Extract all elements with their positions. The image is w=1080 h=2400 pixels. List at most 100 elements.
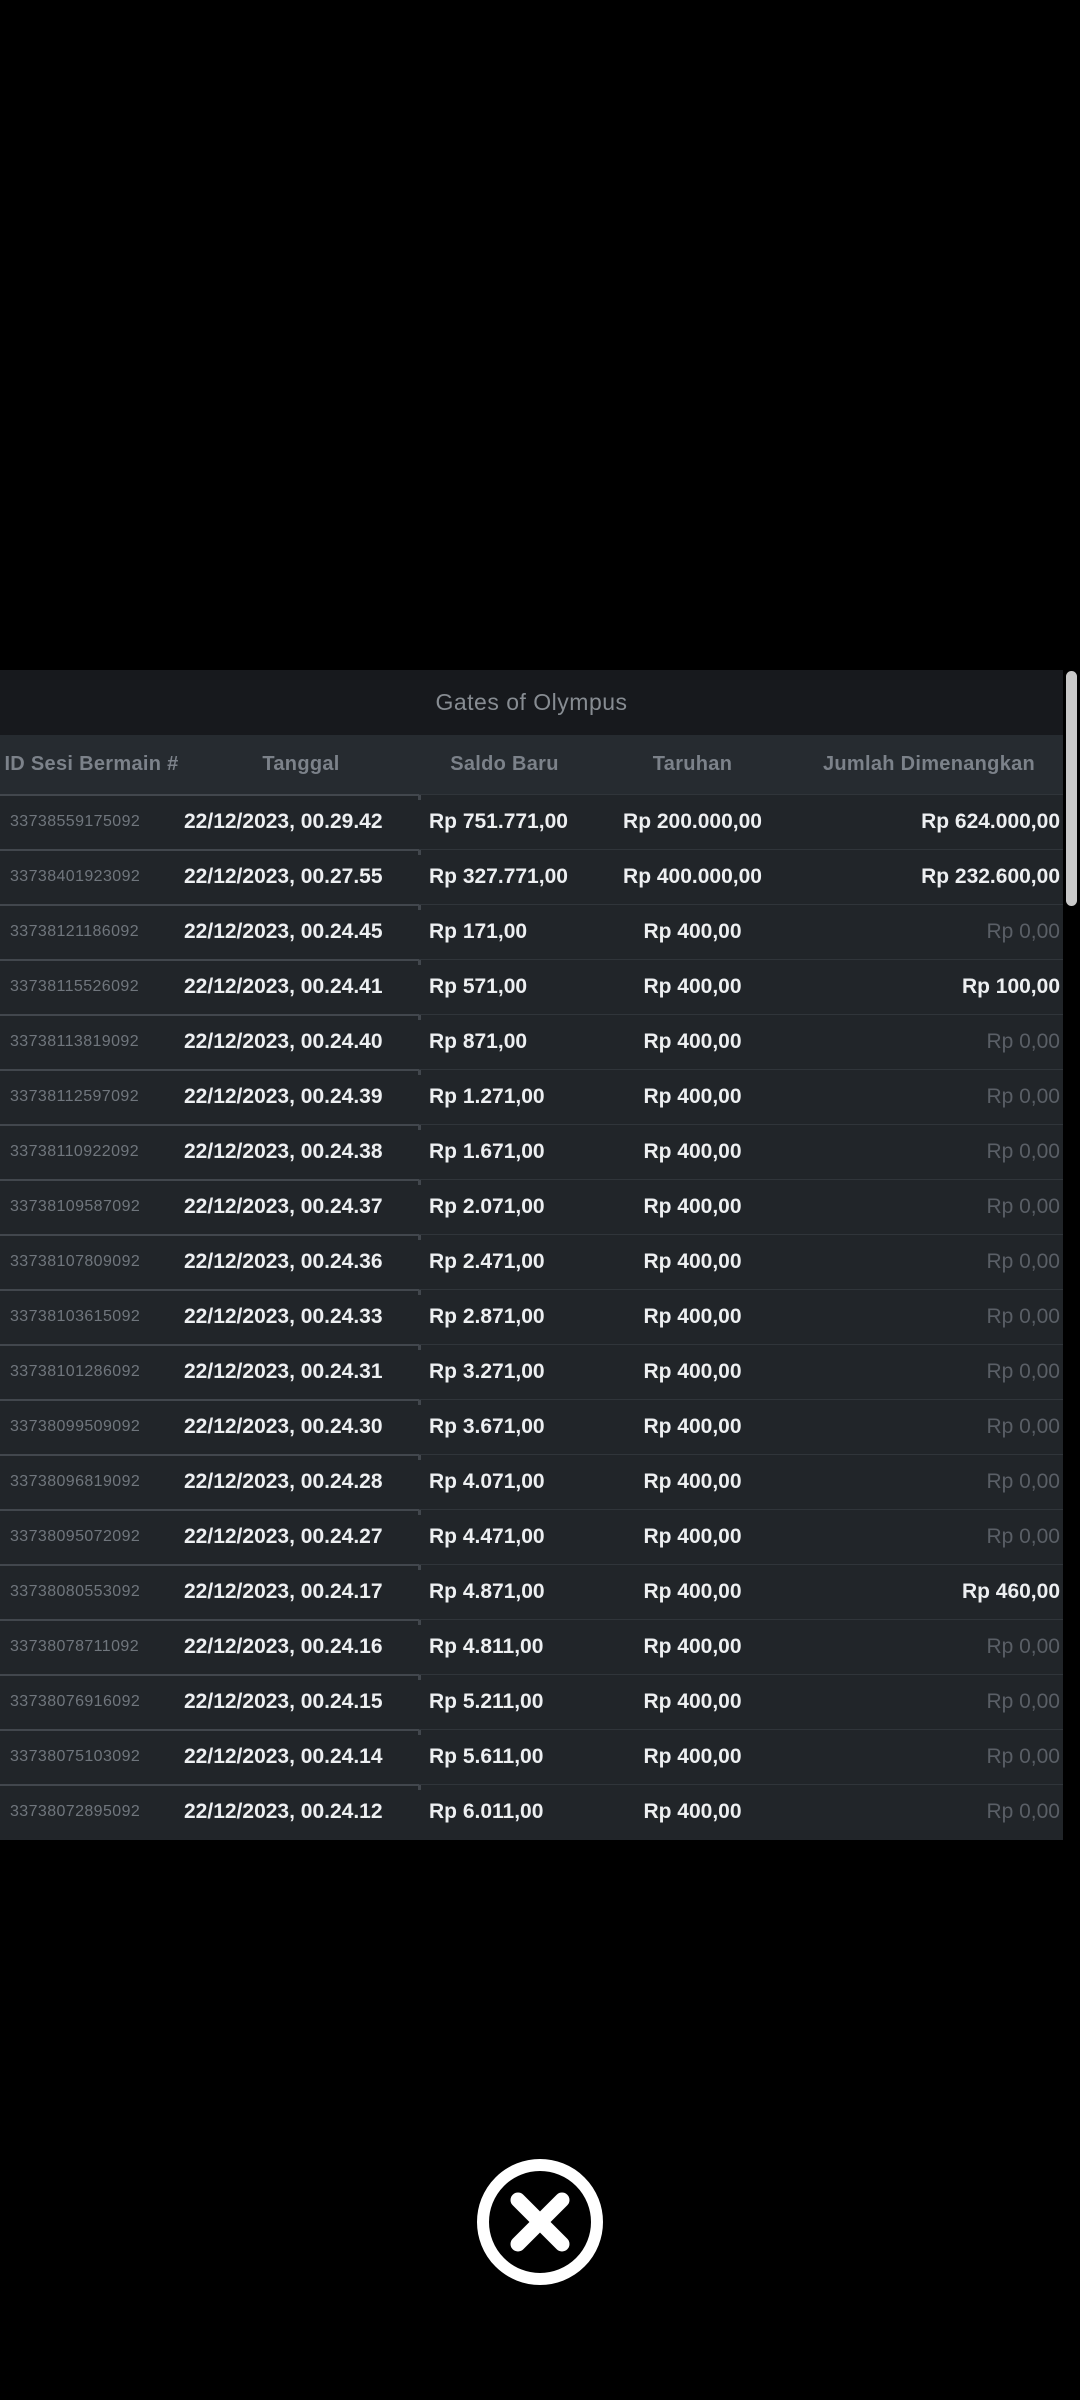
column-header-session-id: ID Sesi Bermain # <box>4 753 179 775</box>
date-cell: 22/12/2023, 00.24.15 <box>184 1689 383 1713</box>
date-cell: 22/12/2023, 00.24.45 <box>184 919 383 943</box>
win-cell: Rp 0,00 <box>986 1689 1060 1713</box>
win-cell: Rp 0,00 <box>986 1744 1060 1768</box>
balance-cell: Rp 871,00 <box>429 1029 528 1053</box>
column-divider-notch <box>418 1234 421 1240</box>
table-row: 33738075103092 22/12/2023, 00.24.14 Rp 5… <box>0 1729 1063 1784</box>
bet-cell: Rp 400,00 <box>643 1799 742 1823</box>
win-cell: Rp 0,00 <box>986 919 1060 943</box>
table-row: 33738076916092 22/12/2023, 00.24.15 Rp 5… <box>0 1674 1063 1729</box>
table-row: 33738113819092 22/12/2023, 00.24.40 Rp 8… <box>0 1014 1063 1069</box>
table-body: 33738559175092 22/12/2023, 00.29.42 Rp 7… <box>0 794 1063 1839</box>
session-id-cell: 33738113819092 <box>10 1032 139 1050</box>
win-cell: Rp 0,00 <box>986 1634 1060 1658</box>
game-history-modal: Gates of Olympus ID Sesi Bermain # Tangg… <box>0 670 1080 1840</box>
date-cell: 22/12/2023, 00.24.39 <box>184 1084 383 1108</box>
bet-cell: Rp 400,00 <box>643 1304 742 1328</box>
column-header-bet: Taruhan <box>652 753 733 775</box>
date-cell: 22/12/2023, 00.24.31 <box>184 1359 383 1383</box>
bet-cell: Rp 400,00 <box>643 1414 742 1438</box>
session-id-cell: 33738078711092 <box>10 1637 139 1655</box>
win-cell: Rp 0,00 <box>986 1469 1060 1493</box>
bet-cell: Rp 400,00 <box>643 1139 742 1163</box>
column-divider-notch <box>418 1454 421 1460</box>
bet-cell: Rp 400.000,00 <box>623 864 762 888</box>
date-cell: 22/12/2023, 00.24.33 <box>184 1304 383 1328</box>
balance-cell: Rp 4.471,00 <box>429 1524 545 1548</box>
win-cell: Rp 232.600,00 <box>921 864 1060 888</box>
balance-cell: Rp 2.471,00 <box>429 1249 545 1273</box>
bet-cell: Rp 400,00 <box>643 1029 742 1053</box>
session-id-cell: 33738107809092 <box>10 1252 141 1270</box>
win-cell: Rp 0,00 <box>986 1029 1060 1053</box>
session-id-cell: 33738115526092 <box>10 977 139 995</box>
bet-cell: Rp 400,00 <box>643 974 742 998</box>
column-divider-notch <box>418 1509 421 1515</box>
modal-title-bar: Gates of Olympus <box>0 670 1063 735</box>
table-row: 33738107809092 22/12/2023, 00.24.36 Rp 2… <box>0 1234 1063 1289</box>
close-button[interactable] <box>476 2158 604 2286</box>
win-cell: Rp 0,00 <box>986 1799 1060 1823</box>
column-header-new-balance: Saldo Baru <box>450 753 559 775</box>
scrollbar-thumb[interactable] <box>1066 671 1077 906</box>
date-cell: 22/12/2023, 00.24.30 <box>184 1414 383 1438</box>
balance-cell: Rp 2.071,00 <box>429 1194 545 1218</box>
table-row: 33738099509092 22/12/2023, 00.24.30 Rp 3… <box>0 1399 1063 1454</box>
date-cell: 22/12/2023, 00.24.27 <box>184 1524 383 1548</box>
column-divider-notch <box>418 1399 421 1405</box>
win-cell: Rp 100,00 <box>961 974 1060 998</box>
bet-cell: Rp 400,00 <box>643 1744 742 1768</box>
session-id-cell: 33738103615092 <box>10 1307 141 1325</box>
column-divider-notch <box>418 1564 421 1570</box>
table-row: 33738110922092 22/12/2023, 00.24.38 Rp 1… <box>0 1124 1063 1179</box>
date-cell: 22/12/2023, 00.24.12 <box>184 1799 383 1823</box>
column-divider-notch <box>418 1344 421 1350</box>
column-header-date: Tanggal <box>262 753 340 775</box>
win-cell: Rp 0,00 <box>986 1194 1060 1218</box>
bet-cell: Rp 400,00 <box>643 1524 742 1548</box>
table-row: 33738109587092 22/12/2023, 00.24.37 Rp 2… <box>0 1179 1063 1234</box>
balance-cell: Rp 4.871,00 <box>429 1579 545 1603</box>
table-row: 33738103615092 22/12/2023, 00.24.33 Rp 2… <box>0 1289 1063 1344</box>
column-divider-notch <box>418 794 421 800</box>
bet-cell: Rp 400,00 <box>643 1194 742 1218</box>
column-divider-notch <box>418 1674 421 1680</box>
win-cell: Rp 0,00 <box>986 1524 1060 1548</box>
bet-cell: Rp 400,00 <box>643 1579 742 1603</box>
table-row: 33738095072092 22/12/2023, 00.24.27 Rp 4… <box>0 1509 1063 1564</box>
session-id-cell: 33738072895092 <box>10 1802 141 1820</box>
date-cell: 22/12/2023, 00.29.42 <box>184 809 383 833</box>
session-id-cell: 33738401923092 <box>10 867 141 885</box>
balance-cell: Rp 5.611,00 <box>429 1744 544 1768</box>
session-id-cell: 33738112597092 <box>10 1087 139 1105</box>
win-cell: Rp 0,00 <box>986 1084 1060 1108</box>
date-cell: 22/12/2023, 00.24.16 <box>184 1634 383 1658</box>
column-divider-notch <box>418 1179 421 1185</box>
scrollbar-track[interactable] <box>1063 670 1080 1840</box>
session-id-cell: 33738121186092 <box>10 922 139 940</box>
session-id-cell: 33738109587092 <box>10 1197 141 1215</box>
session-id-cell: 33738559175092 <box>10 812 141 830</box>
date-cell: 22/12/2023, 00.24.17 <box>184 1579 383 1603</box>
column-divider-notch <box>418 1619 421 1625</box>
session-id-cell: 33738096819092 <box>10 1472 141 1490</box>
table-row: 33738401923092 22/12/2023, 00.27.55 Rp 3… <box>0 849 1063 904</box>
table-row: 33738078711092 22/12/2023, 00.24.16 Rp 4… <box>0 1619 1063 1674</box>
table-row: 33738096819092 22/12/2023, 00.24.28 Rp 4… <box>0 1454 1063 1509</box>
balance-cell: Rp 4.071,00 <box>429 1469 545 1493</box>
session-id-cell: 33738080553092 <box>10 1582 141 1600</box>
table-row: 33738559175092 22/12/2023, 00.29.42 Rp 7… <box>0 794 1063 849</box>
date-cell: 22/12/2023, 00.24.40 <box>184 1029 383 1053</box>
balance-cell: Rp 571,00 <box>429 974 528 998</box>
balance-cell: Rp 2.871,00 <box>429 1304 545 1328</box>
bet-cell: Rp 400,00 <box>643 919 742 943</box>
balance-cell: Rp 4.811,00 <box>429 1634 544 1658</box>
balance-cell: Rp 5.211,00 <box>429 1689 544 1713</box>
column-divider-notch <box>418 1784 421 1790</box>
table-row: 33738112597092 22/12/2023, 00.24.39 Rp 1… <box>0 1069 1063 1124</box>
table-header-row: ID Sesi Bermain # Tanggal Saldo Baru Tar… <box>0 735 1063 794</box>
date-cell: 22/12/2023, 00.24.41 <box>184 974 383 998</box>
win-cell: Rp 460,00 <box>961 1579 1060 1603</box>
table-row: 33738121186092 22/12/2023, 00.24.45 Rp 1… <box>0 904 1063 959</box>
column-divider-notch <box>418 1014 421 1020</box>
